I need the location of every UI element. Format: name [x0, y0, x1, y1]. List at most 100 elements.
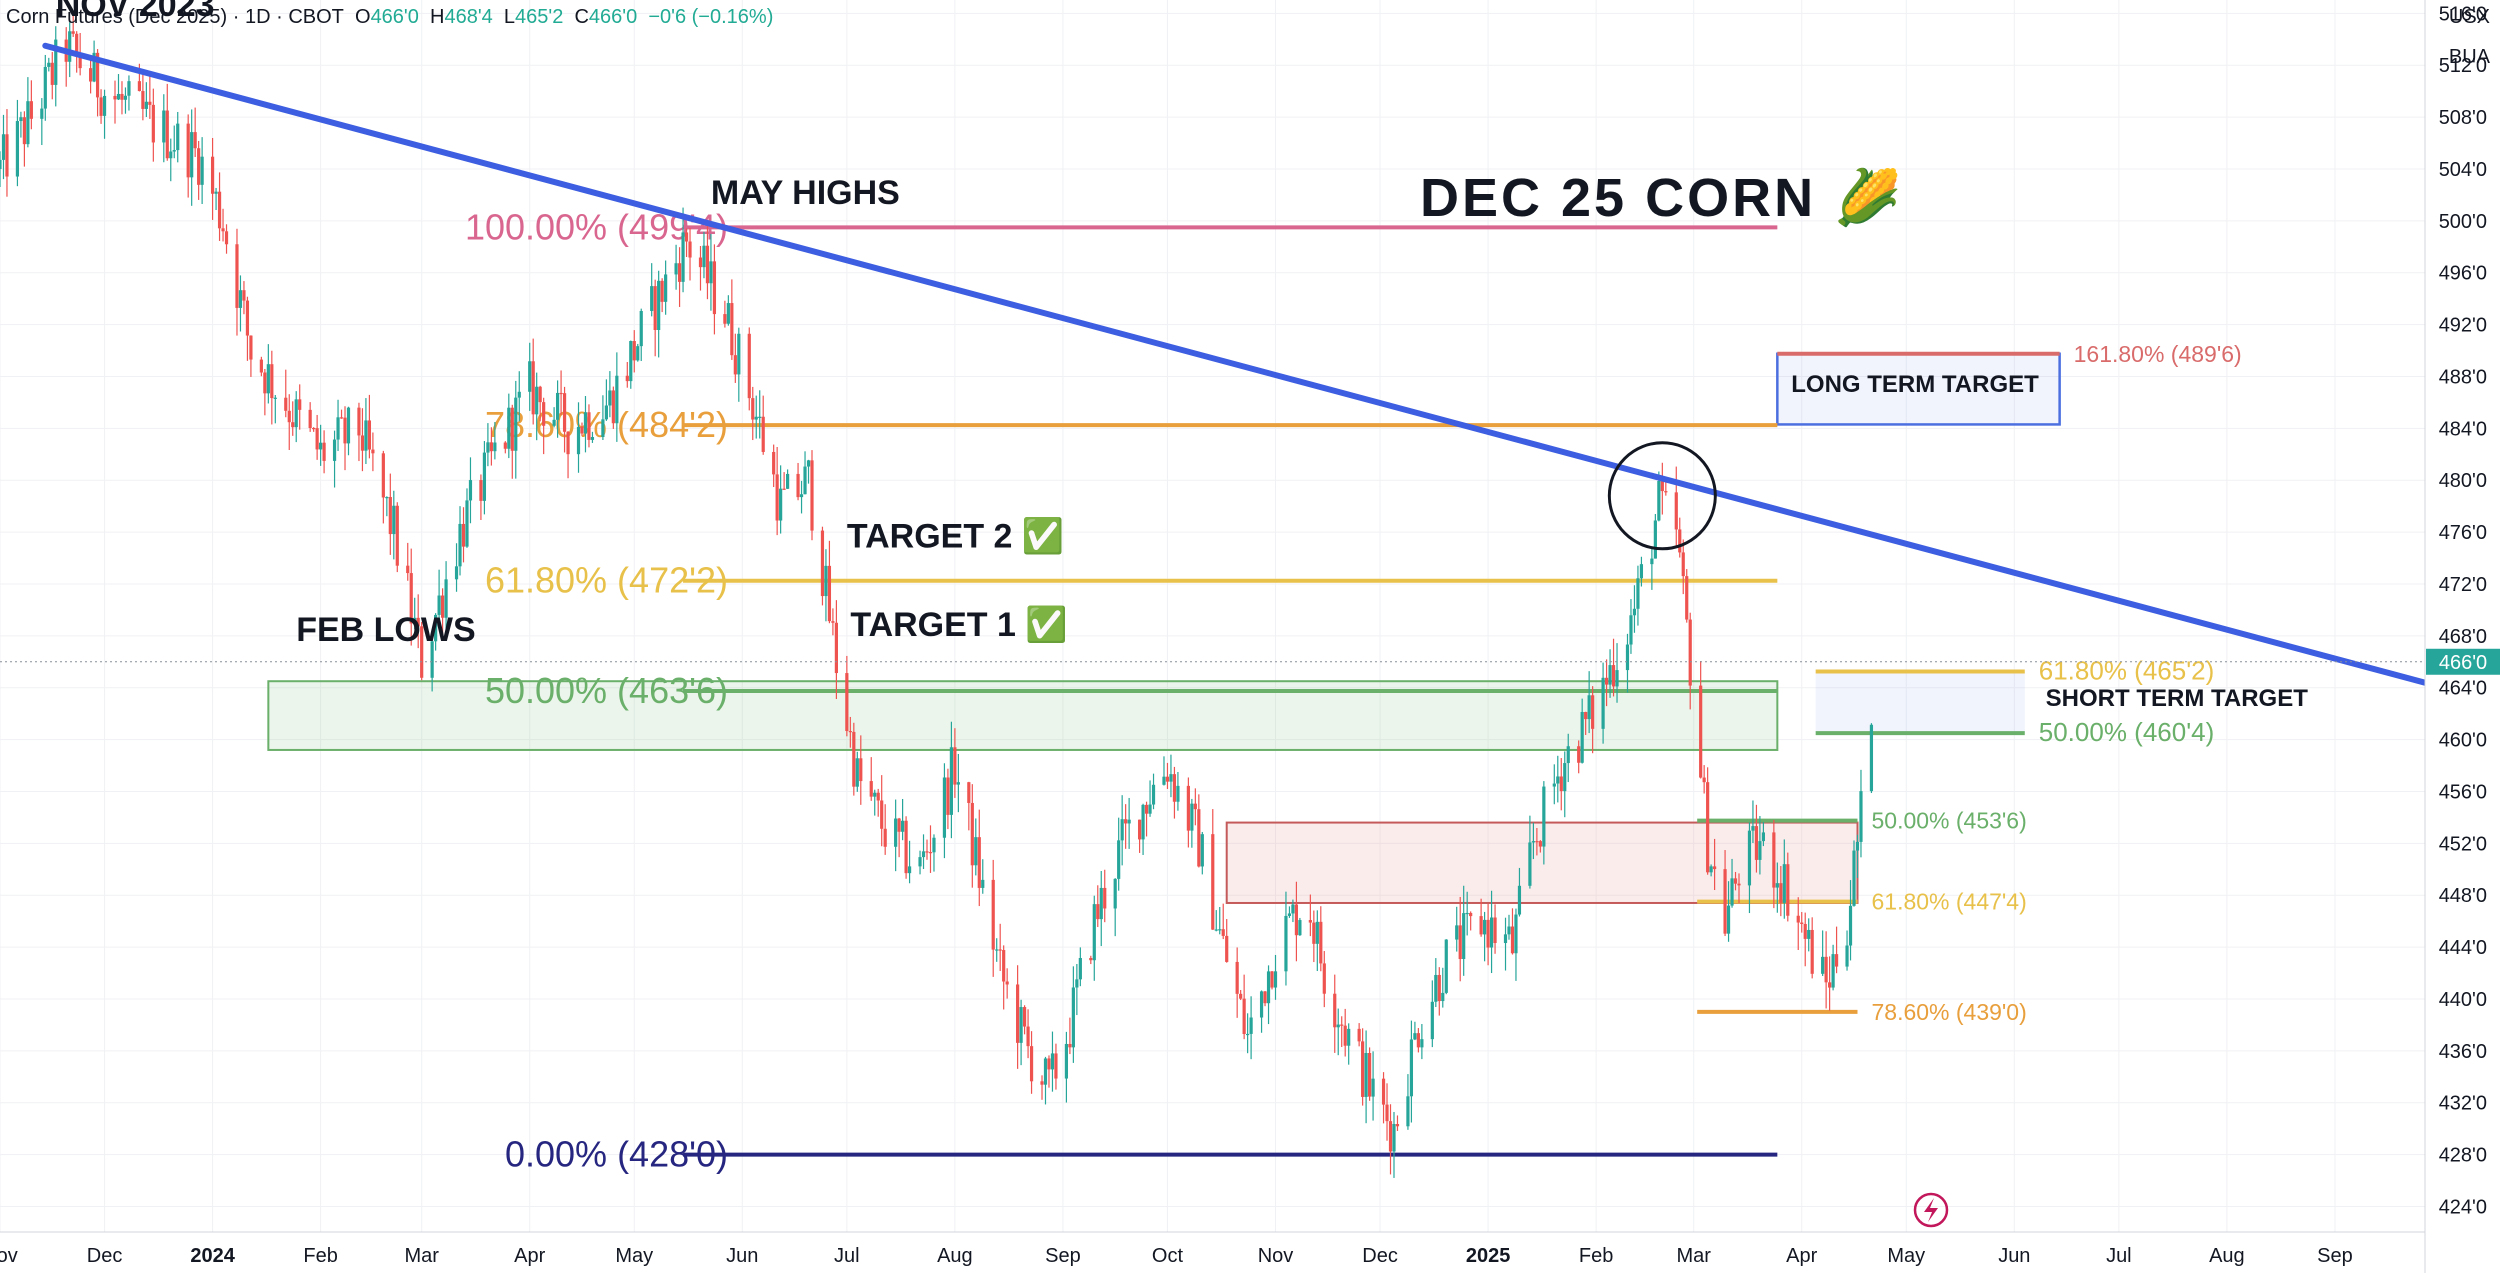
candle-body [510, 407, 514, 451]
price-axis[interactable]: 424'0 428'0 432'0 436'0 440'0 444'0 448'0 452'0… [2424, 0, 2500, 1273]
candle-body [245, 300, 250, 336]
candle-body [1221, 929, 1225, 936]
candle-body [855, 758, 859, 787]
candle-body [1357, 1028, 1361, 1042]
candle-body [1462, 913, 1466, 960]
long-term-target-box[interactable] [1776, 352, 2061, 426]
chart-title: DEC 25 CORN 🌽 [1420, 165, 1904, 228]
price-tick-label: 508'0 [2439, 107, 2487, 129]
candle-body [698, 257, 703, 268]
candle-body [845, 673, 849, 732]
candle-body [1315, 921, 1319, 944]
candle-body [702, 245, 706, 268]
candle-body [1193, 803, 1197, 810]
time-tick-label: Aug [2209, 1245, 2245, 1267]
candle-body [1249, 1017, 1253, 1034]
candle-body [486, 442, 490, 453]
currency-unit[interactable]: USX [2448, 6, 2490, 28]
candle-body [339, 417, 344, 419]
candle-body [1239, 993, 1243, 999]
candle-body [89, 68, 93, 82]
fib-label: 50.00% (460'4) [2039, 717, 2215, 747]
short-term-target-box[interactable] [1815, 671, 2025, 734]
candle-body [907, 866, 912, 874]
candle-body [1632, 608, 1637, 616]
candle-body [1486, 919, 1490, 948]
candle-body [754, 416, 758, 420]
trendline[interactable] [42, 42, 2457, 694]
candle-body [193, 132, 197, 149]
candle-body [75, 33, 79, 53]
candle-body [1699, 685, 1703, 778]
candle-body [1144, 804, 1149, 814]
candle-body [873, 792, 877, 797]
candle-body [1709, 866, 1713, 873]
candle-body [629, 341, 633, 382]
candle-body [555, 392, 560, 420]
candle-body [360, 435, 365, 451]
candle-body [1148, 804, 1152, 814]
candle-body [1528, 842, 1532, 886]
candle-body [50, 62, 54, 85]
price-tick-label: 500'0 [2439, 211, 2487, 233]
candle-body [416, 617, 420, 627]
candle-body [775, 474, 779, 521]
candle-body [824, 565, 828, 597]
candle-body [214, 191, 218, 194]
candle-body [1625, 644, 1630, 671]
candle-body [123, 95, 128, 100]
candle-body [312, 427, 316, 430]
candle-body [1807, 929, 1811, 939]
candle-body [5, 134, 9, 177]
annotation-label: NOV 2023 [56, 0, 215, 24]
candle-body [1169, 774, 1173, 782]
candle-body [430, 641, 434, 678]
candle-body [747, 333, 751, 399]
price-tick-label: 444'0 [2439, 937, 2487, 959]
last-price-tag[interactable] [2426, 648, 2500, 675]
fib-label: 61.80% (447'4) [1871, 889, 2026, 915]
time-axis[interactable]: Nov Dec 2024 Feb Mar Apr May Jun Jul Aug Sep Oct Nov… [0, 1231, 2425, 1267]
candle-body [674, 263, 678, 275]
candle-body [1225, 935, 1229, 962]
time-tick-label: 2024 [190, 1245, 235, 1267]
candle-body [576, 426, 581, 455]
candle-body [723, 314, 727, 324]
price-tick-label: 480'0 [2439, 470, 2487, 492]
candle-body [1172, 774, 1177, 802]
candle-body [1859, 791, 1863, 842]
candle-body [1580, 711, 1584, 763]
candle-body [1848, 905, 1853, 946]
time-tick-label: Mar [1676, 1245, 1711, 1267]
candle-body [461, 523, 466, 547]
candle-body [1214, 929, 1218, 931]
candle-body [1019, 1007, 1023, 1043]
candle-body [517, 391, 521, 398]
time-tick-label: Feb [303, 1245, 337, 1267]
highlight-circle[interactable] [1607, 441, 1717, 551]
flash-icon[interactable] [1913, 1192, 1949, 1228]
candle-body [1270, 971, 1274, 988]
candle-body [151, 104, 155, 143]
candle-body [1674, 492, 1678, 530]
candle-body [54, 39, 58, 85]
candle-body [1406, 1096, 1410, 1127]
candle-body [1186, 785, 1190, 831]
open-label: O [355, 6, 371, 28]
candle-body [15, 121, 20, 177]
time-tick-label: Dec [1362, 1245, 1398, 1267]
candle-body [1845, 945, 1849, 967]
annotations-layer: NOV 2023 MAY HIGHS TARGET 2 ✅ TARGET 1 ✅ FEB… [56, 0, 2308, 712]
volume-unit[interactable]: BUA [2448, 46, 2490, 68]
candle-body [991, 879, 995, 950]
chart-header: Corn Futures (Dec 2025) · 1D · CBOT O466… [6, 6, 773, 29]
symbol-title[interactable]: Corn Futures (Dec 2025) · 1D · CBOT [6, 6, 344, 28]
candle-body [210, 156, 215, 194]
candle-body [1043, 1058, 1048, 1085]
candle-body [726, 303, 730, 324]
candle-body [782, 488, 786, 490]
candle-body [1458, 925, 1462, 960]
change-value: −0'6 (−0.16%) [648, 6, 774, 28]
candle-body [1869, 724, 1874, 792]
